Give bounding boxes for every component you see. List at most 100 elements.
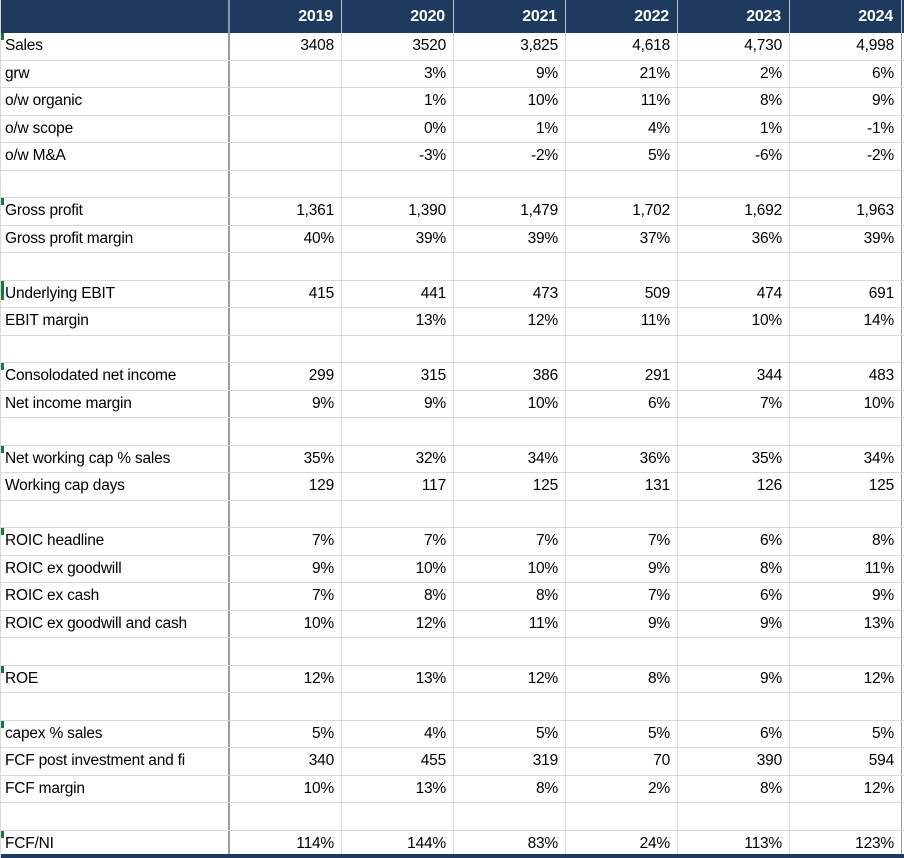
value-cell[interactable] — [454, 335, 566, 362]
row-label-cell[interactable]: Gross profit margin — [1, 225, 230, 252]
value-cell[interactable]: -1% — [790, 115, 902, 142]
value-cell[interactable]: 415 — [230, 280, 342, 307]
row-label-cell[interactable] — [1, 500, 230, 527]
value-cell[interactable] — [342, 638, 454, 665]
value-cell[interactable]: 13% — [342, 775, 454, 802]
header-year-cell[interactable]: 2022 — [566, 0, 678, 33]
value-cell[interactable] — [678, 418, 790, 445]
value-cell[interactable]: 3520 — [342, 33, 454, 60]
value-cell[interactable]: 36% — [678, 225, 790, 252]
value-cell[interactable]: 483 — [790, 363, 902, 390]
value-cell[interactable] — [678, 803, 790, 830]
value-cell[interactable]: 3% — [342, 60, 454, 87]
value-cell[interactable] — [342, 418, 454, 445]
value-cell[interactable]: 39% — [342, 225, 454, 252]
value-cell[interactable]: 9% — [790, 88, 902, 115]
value-cell[interactable]: 7% — [454, 528, 566, 555]
value-cell[interactable]: 2% — [678, 60, 790, 87]
value-cell[interactable]: 4% — [342, 720, 454, 747]
value-cell[interactable] — [342, 500, 454, 527]
value-cell[interactable]: 1,963 — [790, 198, 902, 225]
header-year-cell[interactable]: 2019 — [230, 0, 342, 33]
row-label-cell[interactable]: FCF/NI — [1, 830, 230, 857]
value-cell[interactable]: 9% — [678, 610, 790, 637]
value-cell[interactable]: 455 — [342, 748, 454, 775]
value-cell[interactable]: 5% — [566, 720, 678, 747]
value-cell[interactable] — [342, 803, 454, 830]
value-cell[interactable]: 125 — [454, 473, 566, 500]
value-cell[interactable]: -6% — [678, 143, 790, 170]
value-cell[interactable] — [342, 253, 454, 280]
value-cell[interactable]: 39% — [454, 225, 566, 252]
value-cell[interactable]: 8% — [790, 528, 902, 555]
header-corner-cell[interactable] — [1, 0, 230, 33]
value-cell[interactable] — [790, 418, 902, 445]
value-cell[interactable]: 6% — [678, 720, 790, 747]
value-cell[interactable]: -2% — [454, 143, 566, 170]
value-cell[interactable]: 9% — [566, 555, 678, 582]
value-cell[interactable]: 291 — [566, 363, 678, 390]
value-cell[interactable]: 11% — [566, 308, 678, 335]
value-cell[interactable]: 9% — [678, 665, 790, 692]
row-label-cell[interactable]: ROE — [1, 665, 230, 692]
value-cell[interactable]: 10% — [678, 308, 790, 335]
value-cell[interactable]: 386 — [454, 363, 566, 390]
row-label-cell[interactable]: Sales — [1, 33, 230, 60]
value-cell[interactable]: 8% — [342, 583, 454, 610]
value-cell[interactable] — [230, 418, 342, 445]
value-cell[interactable]: 125 — [790, 473, 902, 500]
value-cell[interactable]: 24% — [566, 830, 678, 857]
row-label-cell[interactable] — [1, 693, 230, 720]
value-cell[interactable]: 113% — [678, 830, 790, 857]
value-cell[interactable] — [454, 693, 566, 720]
value-cell[interactable] — [790, 693, 902, 720]
row-label-cell[interactable]: ROIC ex goodwill — [1, 555, 230, 582]
value-cell[interactable]: 39% — [790, 225, 902, 252]
value-cell[interactable]: 12% — [230, 665, 342, 692]
value-cell[interactable]: 12% — [790, 665, 902, 692]
row-label-cell[interactable]: capex % sales — [1, 720, 230, 747]
header-year-cell[interactable]: 2024 — [790, 0, 902, 33]
value-cell[interactable]: 8% — [454, 583, 566, 610]
value-cell[interactable] — [230, 335, 342, 362]
value-cell[interactable]: 3408 — [230, 33, 342, 60]
value-cell[interactable] — [566, 335, 678, 362]
value-cell[interactable]: 13% — [790, 610, 902, 637]
row-label-cell[interactable]: FCF post investment and fi — [1, 748, 230, 775]
value-cell[interactable] — [230, 803, 342, 830]
value-cell[interactable]: 36% — [566, 445, 678, 472]
value-cell[interactable]: 34% — [790, 445, 902, 472]
value-cell[interactable] — [230, 143, 342, 170]
value-cell[interactable]: 1,702 — [566, 198, 678, 225]
value-cell[interactable]: 9% — [454, 60, 566, 87]
value-cell[interactable]: 8% — [678, 88, 790, 115]
value-cell[interactable] — [230, 308, 342, 335]
value-cell[interactable]: 474 — [678, 280, 790, 307]
value-cell[interactable]: 0% — [342, 115, 454, 142]
value-cell[interactable]: 10% — [230, 775, 342, 802]
value-cell[interactable]: 10% — [454, 88, 566, 115]
value-cell[interactable]: 1,361 — [230, 198, 342, 225]
value-cell[interactable] — [566, 693, 678, 720]
value-cell[interactable]: 1% — [678, 115, 790, 142]
value-cell[interactable] — [566, 638, 678, 665]
value-cell[interactable]: 8% — [678, 555, 790, 582]
value-cell[interactable]: 11% — [454, 610, 566, 637]
value-cell[interactable]: 10% — [454, 390, 566, 417]
value-cell[interactable]: 10% — [342, 555, 454, 582]
value-cell[interactable]: 340 — [230, 748, 342, 775]
value-cell[interactable]: 37% — [566, 225, 678, 252]
value-cell[interactable]: -3% — [342, 143, 454, 170]
value-cell[interactable]: 4,618 — [566, 33, 678, 60]
row-label-cell[interactable]: Net working cap % sales — [1, 445, 230, 472]
value-cell[interactable] — [230, 253, 342, 280]
value-cell[interactable]: 32% — [342, 445, 454, 472]
value-cell[interactable]: 35% — [678, 445, 790, 472]
value-cell[interactable]: 11% — [790, 555, 902, 582]
value-cell[interactable]: 1,479 — [454, 198, 566, 225]
header-year-cell[interactable]: 2021 — [454, 0, 566, 33]
value-cell[interactable]: 390 — [678, 748, 790, 775]
value-cell[interactable] — [566, 803, 678, 830]
row-label-cell[interactable] — [1, 418, 230, 445]
row-label-cell[interactable]: ROIC ex cash — [1, 583, 230, 610]
